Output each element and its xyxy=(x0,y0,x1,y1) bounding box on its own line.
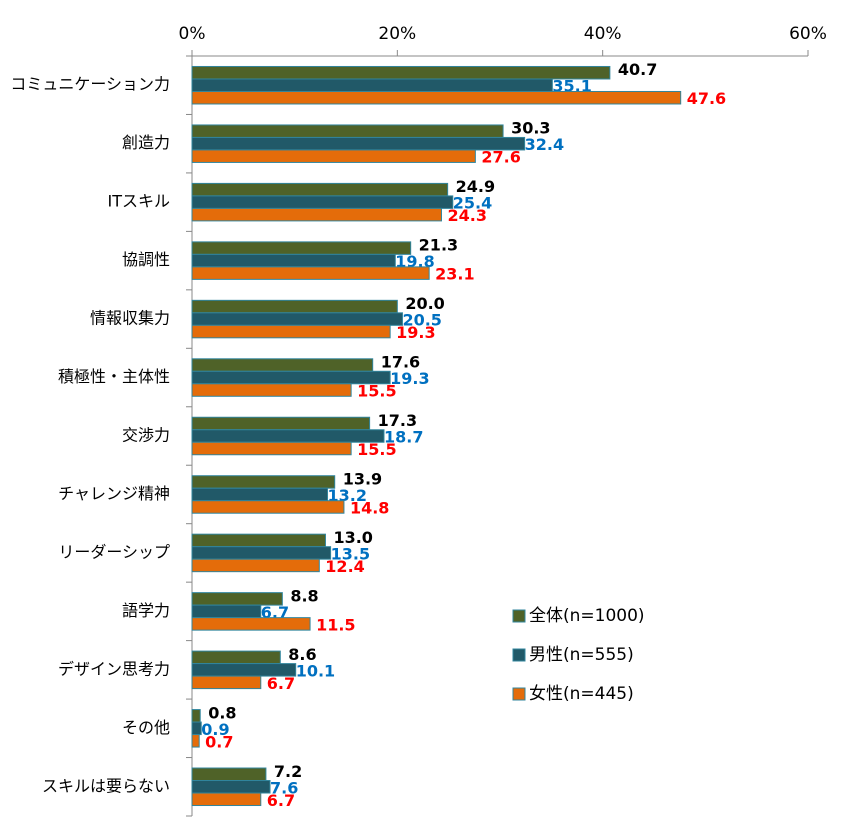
bar xyxy=(191,475,336,489)
bar xyxy=(191,558,320,573)
value-label: 32.4 xyxy=(525,135,564,154)
y-tick-label: ITスキル xyxy=(108,192,171,211)
bar xyxy=(191,149,476,163)
value-label: 0.8 xyxy=(208,703,236,722)
y-tick-label: コミュニケーション力 xyxy=(10,75,170,94)
y-tick-label: 語学力 xyxy=(122,601,170,620)
bar xyxy=(191,533,326,548)
y-tick-label: 協調性 xyxy=(122,250,170,269)
bar xyxy=(191,136,526,151)
value-label: 19.3 xyxy=(390,369,429,388)
value-label: 18.7 xyxy=(384,428,423,447)
bar xyxy=(191,441,352,456)
x-tick-label: 20% xyxy=(378,24,416,44)
x-tick-label: 40% xyxy=(584,24,622,44)
y-tick-label: 創造力 xyxy=(122,133,170,152)
value-label: 21.3 xyxy=(419,236,458,255)
bar xyxy=(191,195,454,209)
value-label: 14.8 xyxy=(350,498,389,517)
bar xyxy=(191,78,553,92)
value-label: 8.8 xyxy=(290,586,318,605)
bar xyxy=(191,90,682,105)
value-label: 15.5 xyxy=(357,440,396,459)
bar xyxy=(191,207,442,222)
bar xyxy=(191,65,611,80)
y-tick-label: 積極性・主体性 xyxy=(58,367,170,386)
bar xyxy=(191,617,311,631)
value-label: 17.6 xyxy=(381,353,420,372)
value-label: 6.7 xyxy=(267,674,295,693)
value-label: 17.3 xyxy=(378,411,417,430)
value-label: 20.0 xyxy=(405,294,444,313)
value-label: 25.4 xyxy=(453,194,492,213)
x-tick-label: 0% xyxy=(179,24,206,44)
bar xyxy=(191,324,391,339)
bar xyxy=(191,650,281,665)
y-tick-label: 交渉力 xyxy=(122,426,170,445)
bar xyxy=(191,546,332,560)
value-label: 7.6 xyxy=(270,778,298,797)
value-label: 19.3 xyxy=(396,323,435,342)
bar xyxy=(191,792,262,807)
x-tick-label: 60% xyxy=(789,24,827,44)
bar xyxy=(191,675,262,690)
bar xyxy=(191,241,412,255)
value-label: 24.3 xyxy=(447,206,486,225)
value-label: 40.7 xyxy=(618,60,657,79)
y-tick-label: チャレンジ精神 xyxy=(58,484,170,503)
bar xyxy=(191,358,374,372)
bar xyxy=(191,734,200,748)
bar xyxy=(191,416,371,431)
y-tick-label: 情報収集力 xyxy=(90,309,170,328)
value-label: 0.9 xyxy=(201,720,229,739)
value-label: 6.7 xyxy=(267,791,295,810)
y-tick-label: リーダーシップ xyxy=(58,542,170,561)
bar xyxy=(191,487,329,502)
value-label: 0.7 xyxy=(205,732,233,751)
legend-swatch xyxy=(512,687,526,701)
value-label: 47.6 xyxy=(687,89,726,108)
y-tick-label: その他 xyxy=(122,718,170,737)
legend-label: 女性(n=445) xyxy=(529,684,634,704)
bar xyxy=(191,429,385,443)
bar xyxy=(191,780,271,794)
bar xyxy=(191,767,267,782)
value-label: 20.5 xyxy=(402,311,441,330)
legend-label: 男性(n=555) xyxy=(529,645,634,665)
value-label: 7.2 xyxy=(274,762,302,781)
value-label: 13.0 xyxy=(333,528,372,547)
bar xyxy=(191,266,430,280)
value-label: 24.9 xyxy=(456,177,495,196)
bar xyxy=(191,604,262,619)
value-label: 27.6 xyxy=(481,148,520,167)
value-label: 8.6 xyxy=(288,645,316,664)
bar xyxy=(191,299,398,314)
bar xyxy=(191,124,504,138)
bar xyxy=(191,253,396,268)
value-label: 13.9 xyxy=(343,469,382,488)
value-label: 15.5 xyxy=(357,382,396,401)
value-label: 10.1 xyxy=(296,661,335,680)
bar xyxy=(191,721,202,736)
bar xyxy=(191,383,352,397)
value-label: 23.1 xyxy=(435,265,474,284)
bar xyxy=(191,500,345,514)
value-label: 30.3 xyxy=(511,119,550,138)
value-label: 11.5 xyxy=(316,615,355,634)
value-label: 12.4 xyxy=(325,557,364,576)
bar xyxy=(191,709,201,723)
bar xyxy=(191,182,449,197)
legend-swatch xyxy=(512,609,526,623)
bar xyxy=(191,312,403,326)
value-label: 13.5 xyxy=(331,544,370,563)
legend-label: 全体(n=1000) xyxy=(529,606,645,626)
legend-swatch xyxy=(512,648,526,662)
y-tick-label: デザイン思考力 xyxy=(58,659,170,678)
y-tick-label: スキルは要らない xyxy=(42,776,170,795)
